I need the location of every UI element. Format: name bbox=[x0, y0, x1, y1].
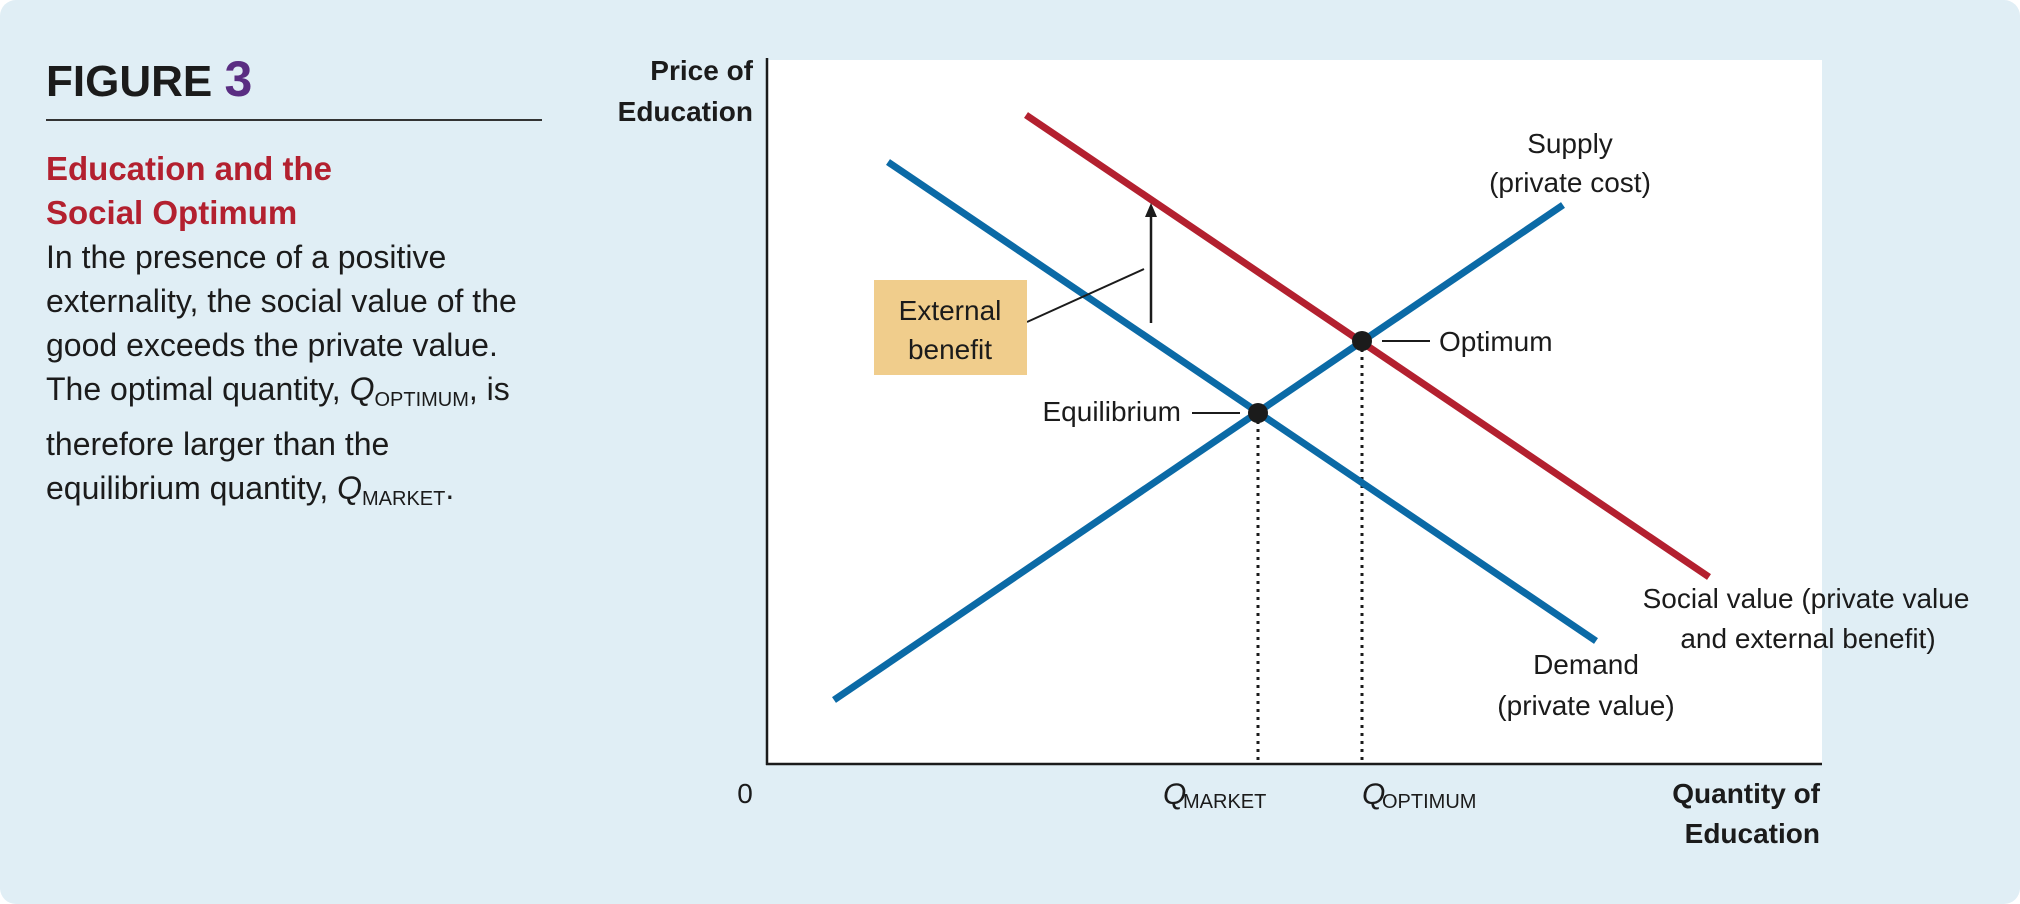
caption-divider bbox=[46, 119, 542, 121]
supply-curve bbox=[832, 202, 1565, 703]
social-value-label-line1: Social value (private value bbox=[1643, 583, 1970, 614]
origin-label: 0 bbox=[737, 778, 753, 809]
q-optimum-axis-subscript: OPTIMUM bbox=[1382, 791, 1476, 813]
external-benefit-label-line1: External bbox=[899, 295, 1002, 326]
demand-label-line2: (private value) bbox=[1497, 690, 1674, 721]
q-market-subscript: MARKET bbox=[362, 488, 446, 510]
social-value-label-line2: and external benefit) bbox=[1680, 623, 1935, 654]
plot-area bbox=[767, 60, 1822, 764]
figure-number: 3 bbox=[224, 51, 253, 107]
q-market-symbol: Q bbox=[337, 470, 362, 506]
external-benefit-box bbox=[874, 280, 1027, 375]
figure-caption: FIGURE 3 Education and the Social Optimu… bbox=[46, 52, 546, 521]
q-market-axis-subscript: MARKET bbox=[1183, 791, 1266, 813]
figure-word: FIGURE bbox=[46, 57, 213, 106]
demand-label-line1: Demand bbox=[1533, 649, 1639, 680]
supply-label-line1: Supply bbox=[1527, 128, 1613, 159]
q-optimum-symbol: Q bbox=[349, 371, 375, 407]
x-axis-label-line2: Education bbox=[1685, 818, 1820, 849]
q-optimum-axis-symbol: Q bbox=[1362, 778, 1385, 811]
figure-title: FIGURE 3 bbox=[46, 52, 546, 109]
caption-heading: Education and the Social Optimum bbox=[46, 147, 546, 235]
optimum-point bbox=[1352, 331, 1372, 351]
y-axis-label-line2: Education bbox=[618, 96, 753, 127]
caption-body-part2: , is therefore larger than the equilibri… bbox=[46, 371, 510, 506]
caption-body-part3: . bbox=[445, 470, 455, 506]
q-market-axis-symbol: Q bbox=[1163, 778, 1186, 811]
caption-heading-line2: Social Optimum bbox=[46, 194, 298, 231]
equilibrium-label: Equilibrium bbox=[1043, 396, 1182, 427]
external-benefit-leader bbox=[1026, 268, 1145, 323]
y-axis-label-line1: Price of bbox=[650, 55, 753, 86]
caption-body-part1: In the presence of a positive externalit… bbox=[46, 239, 517, 407]
x-axis-label-line1: Quantity of bbox=[1672, 778, 1820, 809]
caption-heading-line1: Education and the bbox=[46, 150, 333, 187]
demand-curve bbox=[886, 159, 1598, 644]
q-optimum-subscript: OPTIMUM bbox=[374, 389, 469, 411]
optimum-label: Optimum bbox=[1439, 326, 1553, 357]
external-benefit-label-line2: benefit bbox=[908, 334, 992, 365]
caption-body: In the presence of a positive externalit… bbox=[46, 235, 546, 521]
equilibrium-point bbox=[1248, 403, 1268, 423]
supply-label-line2: (private cost) bbox=[1489, 167, 1651, 198]
